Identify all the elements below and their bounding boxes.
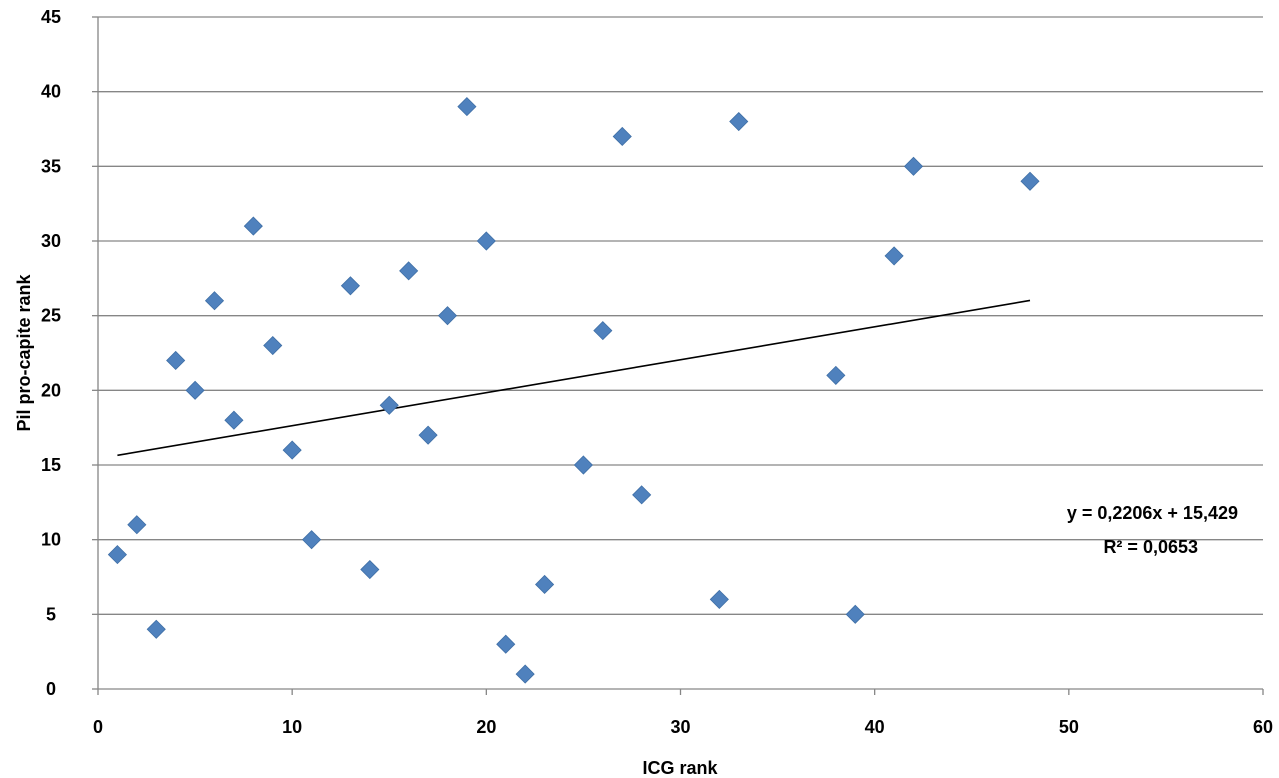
data-point xyxy=(709,589,729,609)
data-point xyxy=(496,634,516,654)
data-point xyxy=(146,619,166,639)
y-tick-label: 30 xyxy=(41,231,61,251)
data-point xyxy=(476,231,496,251)
data-point xyxy=(612,126,632,147)
data-point xyxy=(379,395,399,415)
data-point xyxy=(340,276,360,296)
data-point xyxy=(243,216,263,236)
x-axis-title: ICG rank xyxy=(642,758,718,778)
data-point xyxy=(1020,171,1040,191)
data-point xyxy=(360,559,380,580)
data-points xyxy=(107,97,1040,684)
trendline xyxy=(117,299,1031,457)
gridlines xyxy=(98,16,1263,615)
data-point xyxy=(535,574,555,595)
x-tick-label: 20 xyxy=(476,717,496,737)
x-tick-labels: 0 10 20 30 40 50 60 xyxy=(93,717,1273,737)
data-point xyxy=(903,156,924,176)
y-tick-labels: 0 5 10 15 20 25 30 35 40 45 xyxy=(41,7,61,699)
data-point xyxy=(437,306,458,326)
r-squared-label: R² = 0,0653 xyxy=(1103,537,1198,557)
data-point xyxy=(127,515,147,535)
y-axis-title: Pil pro-capite rank xyxy=(14,273,34,431)
data-point xyxy=(632,485,652,505)
data-point xyxy=(107,545,127,565)
x-tick-label: 0 xyxy=(93,717,103,737)
data-point xyxy=(263,335,283,356)
y-tick-label: 35 xyxy=(41,156,61,176)
data-point xyxy=(826,365,846,385)
x-tick-label: 10 xyxy=(282,717,302,737)
data-point xyxy=(729,111,749,132)
data-point xyxy=(845,604,865,624)
data-point xyxy=(302,530,322,550)
data-point xyxy=(224,410,244,430)
y-tick-label: 25 xyxy=(41,306,61,326)
data-point xyxy=(457,97,477,117)
y-tick-label: 5 xyxy=(46,604,56,624)
y-tick-label: 15 xyxy=(41,455,61,475)
y-tick-label: 45 xyxy=(41,7,61,27)
x-tick-label: 40 xyxy=(865,717,885,737)
data-point xyxy=(166,350,186,371)
y-tick-label: 10 xyxy=(41,530,61,550)
data-point xyxy=(593,321,613,341)
x-tick-label: 50 xyxy=(1059,717,1079,737)
x-tick-label: 60 xyxy=(1253,717,1273,737)
y-tick-label: 0 xyxy=(46,679,56,699)
data-point xyxy=(204,291,225,311)
axes xyxy=(92,16,1264,695)
data-point xyxy=(884,246,904,266)
data-point xyxy=(185,380,205,400)
y-tick-label: 20 xyxy=(41,380,61,400)
data-point xyxy=(515,664,535,684)
x-tick-label: 30 xyxy=(670,717,690,737)
y-tick-label: 40 xyxy=(41,82,61,102)
data-point xyxy=(399,261,419,281)
data-point xyxy=(282,440,302,460)
data-point xyxy=(418,425,438,445)
data-point xyxy=(573,455,593,475)
trendline-equation: y = 0,2206x + 15,429 xyxy=(1067,503,1238,523)
